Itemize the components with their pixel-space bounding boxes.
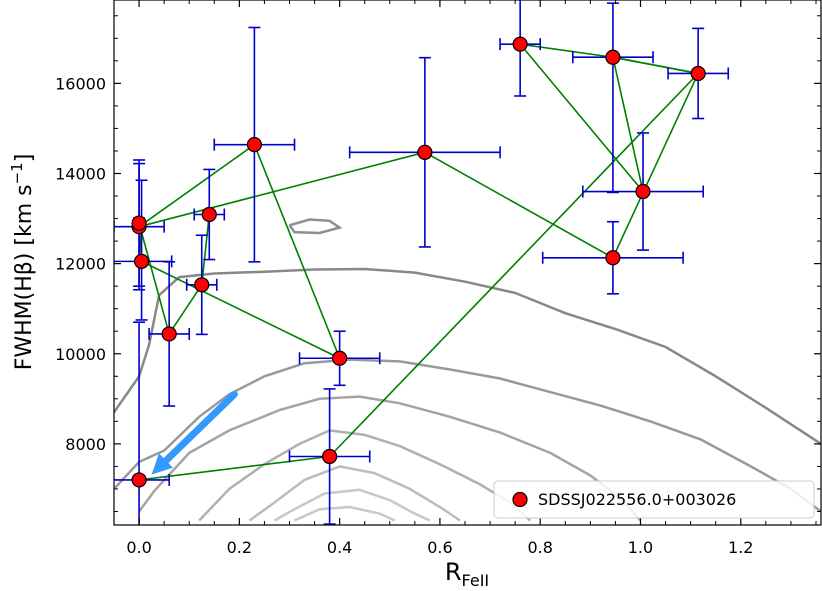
data-point-4 <box>512 36 528 52</box>
x-tick-label: 1.2 <box>728 538 753 557</box>
data-point-9 <box>246 137 262 153</box>
contour-level-5 <box>248 465 461 522</box>
data-point-10 <box>332 350 348 366</box>
legend-label: SDSSJ022556.0+003026 <box>538 490 736 509</box>
y-axis-label-superscript: −1 <box>8 162 26 184</box>
y-tick-label: 8000 <box>65 435 106 454</box>
path-segment <box>138 222 170 335</box>
x-axis-label: RFeII <box>445 558 489 590</box>
x-tick-label: 0.2 <box>227 538 252 557</box>
data-point-14 <box>194 277 210 293</box>
data-point-2 <box>690 65 706 82</box>
contour-level-1 <box>288 218 343 235</box>
data-point-5 <box>635 183 651 200</box>
data-point-7 <box>417 144 433 160</box>
data-points <box>131 36 706 488</box>
data-point-6 <box>605 250 621 266</box>
data-point-13 <box>161 326 177 342</box>
legend: SDSSJ022556.0+003026 <box>493 480 815 519</box>
x-tick-label: 0.6 <box>427 538 452 557</box>
x-tick-label: 1.0 <box>628 538 653 557</box>
x-axis-ticks: 0.0 0.2 0.4 0.6 0.8 1.0 1.2 <box>113 0 817 557</box>
x-tick-label: 0.8 <box>527 538 552 557</box>
arrow-head <box>151 453 173 475</box>
data-point-3 <box>605 49 621 65</box>
y-tick-label: 14000 <box>55 164 106 183</box>
data-point-1 <box>322 448 338 465</box>
path-segment <box>200 214 211 285</box>
path-segment <box>253 144 341 359</box>
path-segment <box>519 43 644 193</box>
data-point-11 <box>131 215 147 231</box>
legend-marker <box>512 491 528 508</box>
density-contours <box>114 218 821 522</box>
path-segment <box>612 73 699 259</box>
path-segment <box>612 56 699 75</box>
contour-level-7 <box>293 505 396 522</box>
plot-frame <box>113 0 822 526</box>
x-tick-label: 0.4 <box>327 538 352 557</box>
x-tick-label: 0.0 <box>126 538 151 557</box>
path-segment <box>612 57 644 192</box>
y-tick-label: 10000 <box>55 345 106 364</box>
data-point-12 <box>133 253 150 269</box>
contour-level-2 <box>114 358 821 513</box>
contour-level-4 <box>198 429 532 522</box>
path-segment <box>168 284 203 335</box>
legend-box <box>493 480 815 519</box>
y-axis-label-close: ] <box>12 154 37 163</box>
data-point-15 <box>201 206 217 223</box>
y-axis-ticks: 8000 10000 12000 14000 16000 <box>55 15 821 512</box>
path-segment <box>138 455 330 481</box>
contour-level-6 <box>273 488 431 522</box>
direction-arrow <box>151 390 238 475</box>
contour-level-0 <box>114 267 821 445</box>
time-sequence-path <box>138 43 699 481</box>
x-axis-label-subscript: FeII <box>462 571 490 590</box>
path-segment <box>520 43 614 59</box>
y-tick-label: 12000 <box>55 255 106 274</box>
y-tick-label: 16000 <box>55 74 106 93</box>
path-segment <box>138 151 426 228</box>
plot-background <box>114 0 821 525</box>
arrow-shaft <box>162 390 238 465</box>
contour-level-3 <box>138 395 642 522</box>
path-segment <box>329 72 699 458</box>
path-segment <box>424 151 614 259</box>
path-segment <box>141 260 340 359</box>
path-segment <box>138 144 255 228</box>
y-axis-label: FWHM(Hβ) [km s−1] <box>8 154 37 371</box>
data-point-0 <box>131 472 147 488</box>
